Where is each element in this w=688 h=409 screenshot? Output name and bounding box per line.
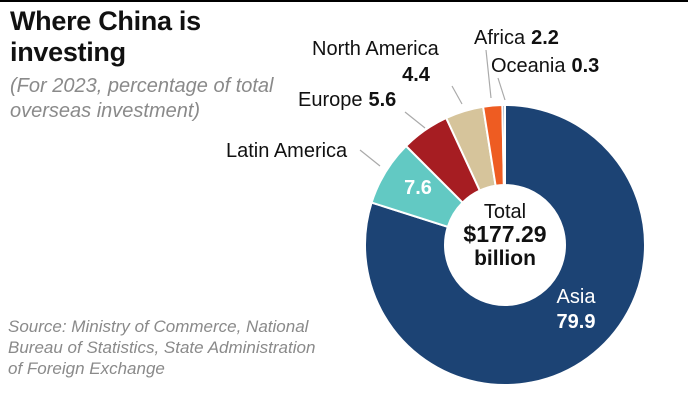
- leader-line-north-america: [451, 85, 463, 105]
- donut-slices: [364, 103, 646, 386]
- center-total-value: $177.29: [463, 221, 546, 247]
- value-north-america: 4.4: [402, 64, 431, 86]
- value-europe: 5.6: [369, 89, 397, 111]
- label-europe: Europe 5.6: [298, 89, 396, 111]
- label-oceania: Oceania 0.3: [491, 55, 599, 77]
- value-oceania: 0.3: [572, 55, 600, 77]
- label-latin-america: Latin America: [226, 140, 348, 162]
- slice-asia: [364, 103, 646, 386]
- center-total-label: Total: [484, 201, 526, 223]
- value-africa: 2.2: [531, 27, 559, 49]
- label-asia: Asia: [557, 286, 597, 308]
- leader-line-oceania: [497, 77, 506, 101]
- top-rule: [0, 0, 688, 2]
- chart-subtitle: (For 2023, percentage of total overseas …: [10, 75, 274, 122]
- value-asia: 79.9: [557, 311, 596, 333]
- label-africa: Africa 2.2: [474, 27, 559, 49]
- value-latin-america: 7.6: [404, 177, 432, 199]
- leader-line-africa: [485, 49, 492, 99]
- leader-line-europe: [404, 111, 426, 129]
- source-note: Source: Ministry of Commerce, National B…: [8, 317, 316, 378]
- chart-title: Where China is investing: [10, 6, 201, 67]
- slice-oceania: [501, 103, 506, 187]
- label-north-america: North America: [312, 38, 440, 60]
- center-total-unit: billion: [474, 247, 536, 270]
- slice-labels: Asia 79.9 Latin America 7.6 Europe 5.6 North A…: [226, 27, 599, 333]
- leader-line-latin-america: [359, 149, 381, 167]
- leader-lines: [359, 49, 506, 167]
